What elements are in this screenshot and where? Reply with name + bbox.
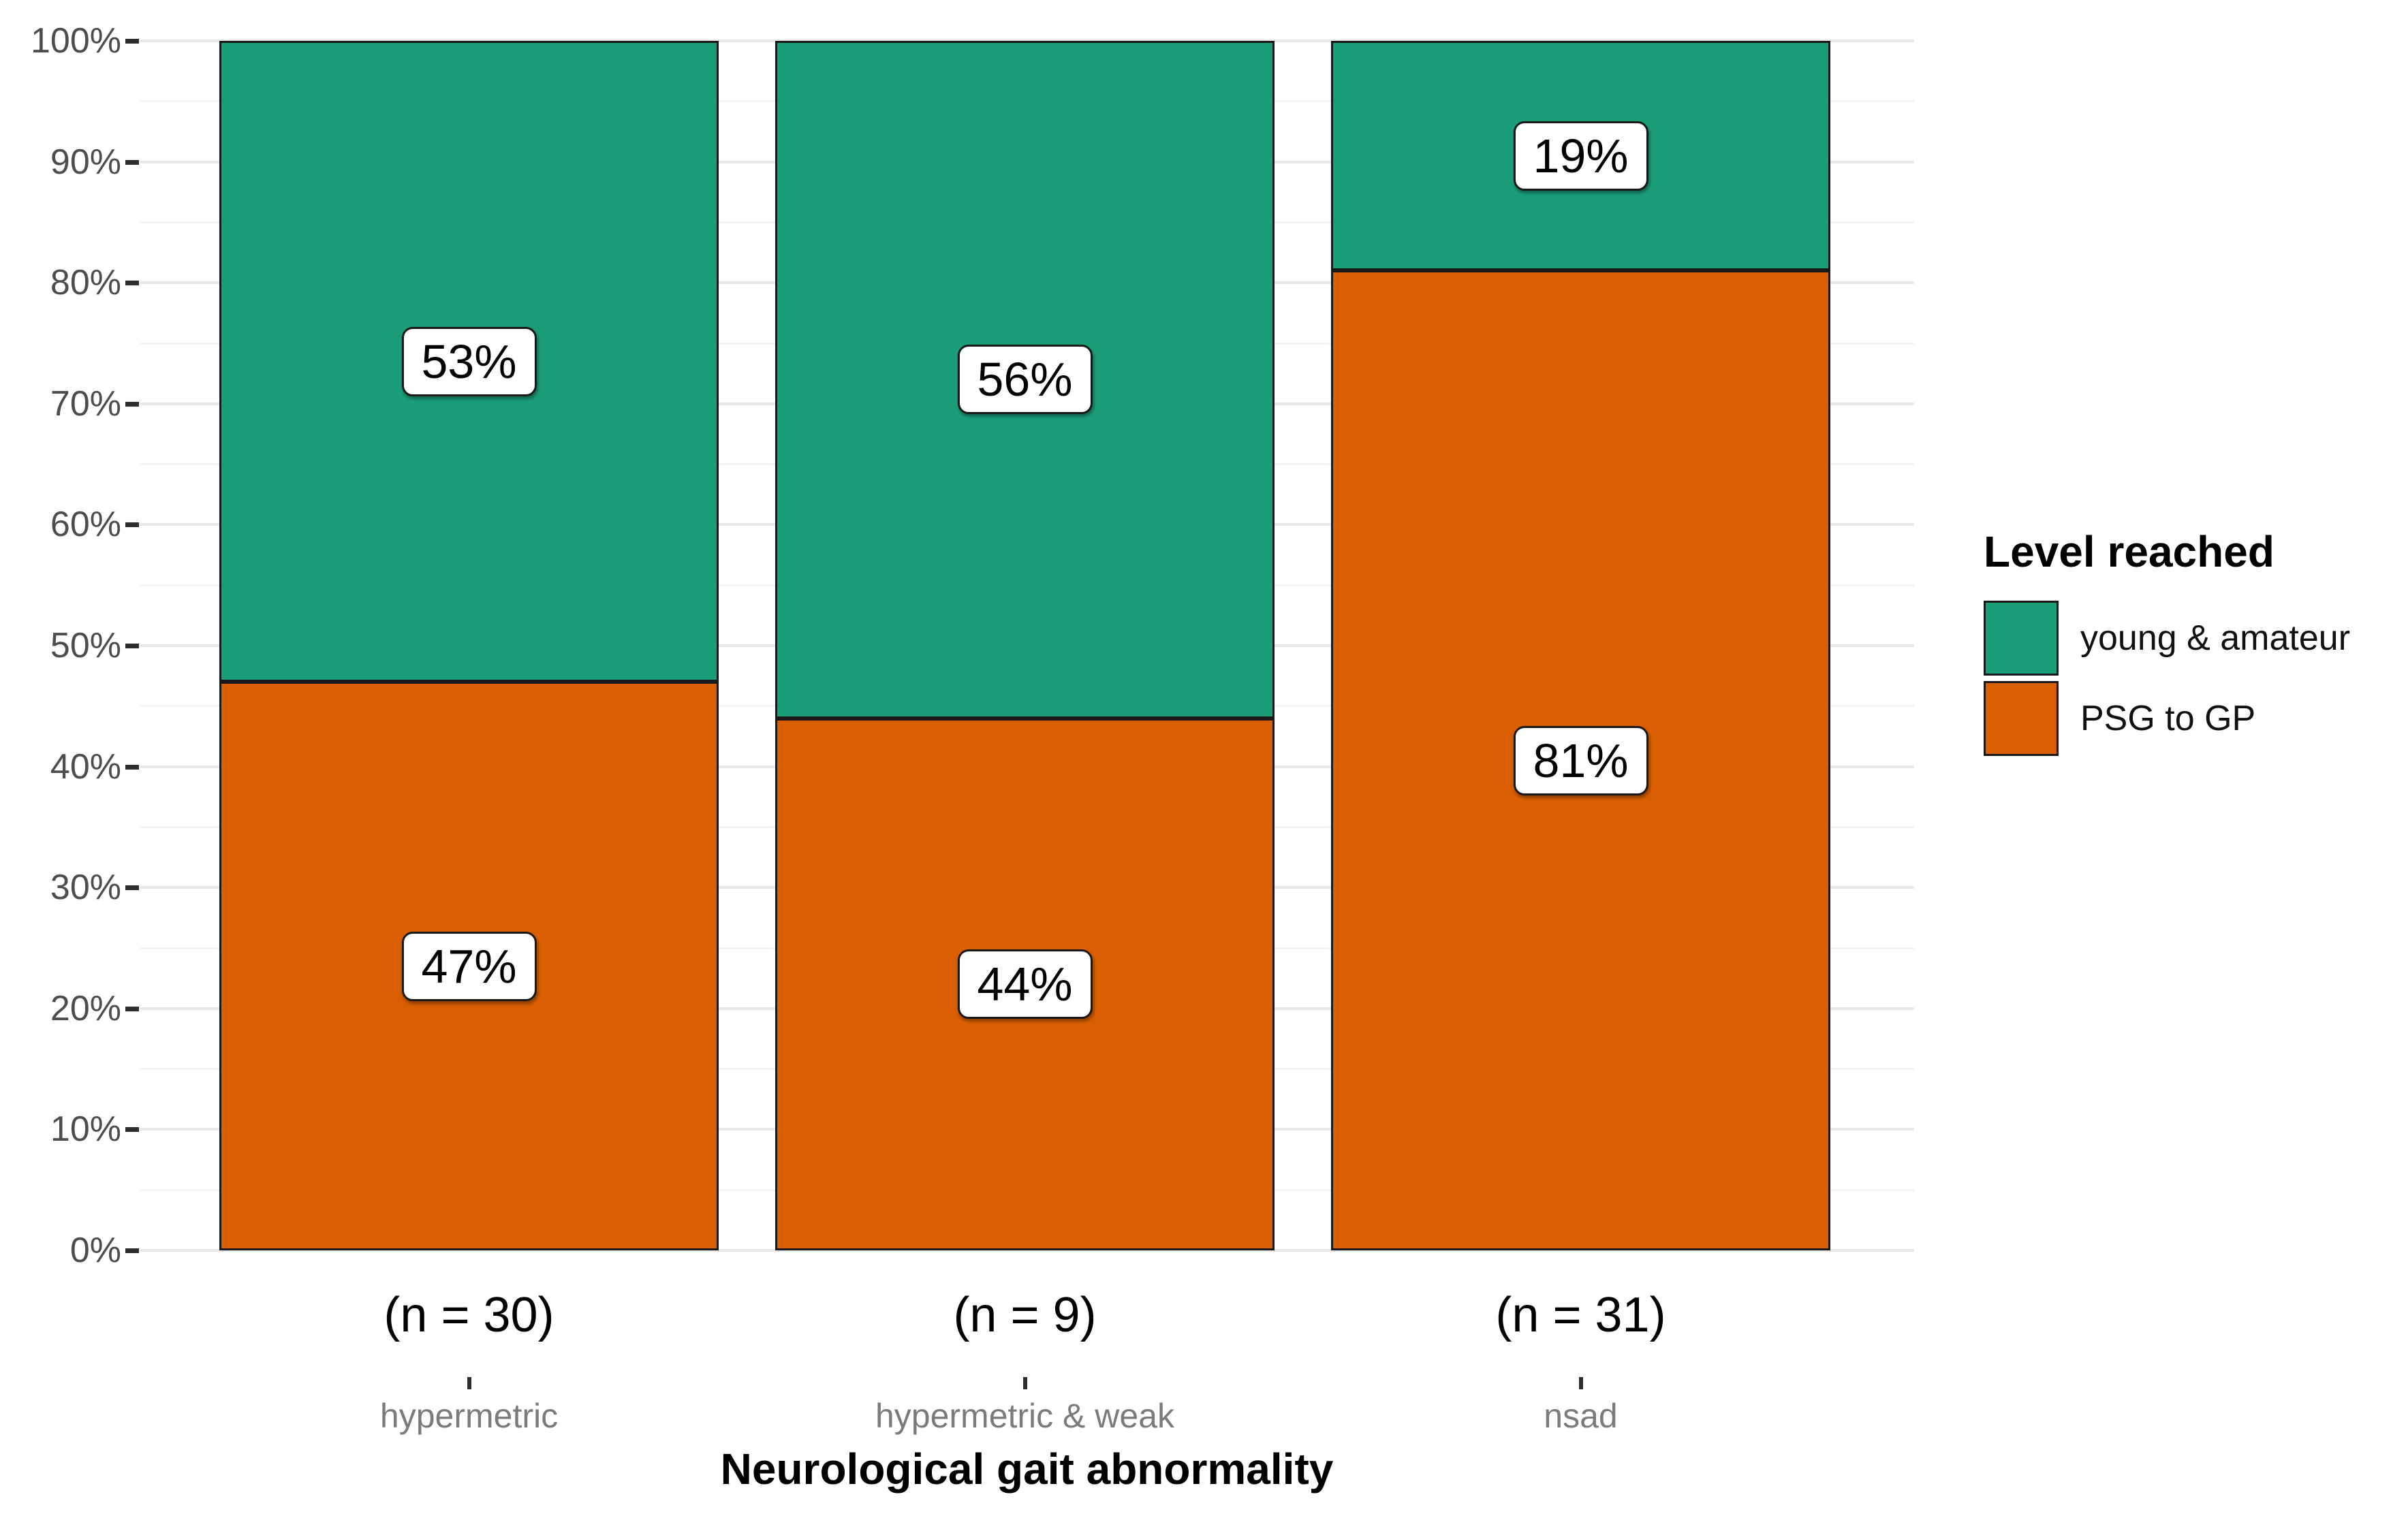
x-axis-title: Neurological gait abnormality (720, 1444, 1334, 1494)
bar-value-label: 47% (401, 931, 537, 1001)
y-axis-tick-label: 10% (50, 1109, 121, 1150)
x-axis-n-label: (n = 30) (384, 1288, 554, 1342)
y-axis: 0% 10% 20% 30% 40% 50% 60% 70% 80% 90% 100% (0, 21, 121, 1270)
y-axis-tick-label: 100% (31, 21, 121, 61)
x-axis-tick-mark (467, 1377, 471, 1389)
y-axis-tick-label: 40% (50, 746, 121, 787)
bar-hypermetric-weak: 44% 56% (775, 41, 1275, 1250)
y-axis-tick-mark (125, 764, 139, 770)
bar-hypermetric: 47% 53% (219, 41, 719, 1250)
plot-panel: 47% 53% 44% 56% 81% 19% (140, 40, 1914, 1252)
legend-entry: young & amateur (1984, 601, 2350, 676)
legend-entry-label: young & amateur (2080, 618, 2351, 658)
bar-nsad: 81% 19% (1331, 41, 1830, 1250)
y-axis-tick-label: 70% (50, 383, 121, 424)
y-axis-tick-mark (125, 1248, 139, 1253)
y-axis-tick-label: 30% (50, 868, 121, 908)
y-axis-ticks (125, 39, 139, 1253)
y-axis-tick-mark (125, 401, 139, 407)
x-axis-tick-mark (1022, 1377, 1027, 1389)
legend: Level reached young & amateur PSG to GP (1984, 526, 2350, 756)
bar-value-label: 56% (957, 345, 1093, 415)
y-axis-tick-mark (125, 885, 139, 891)
y-axis-tick-label: 20% (50, 988, 121, 1028)
legend-entries: young & amateur PSG to GP (1984, 601, 2350, 756)
x-axis-category-label: hypermetric & weak (875, 1397, 1175, 1435)
y-axis-tick-mark (125, 39, 139, 44)
y-axis-tick-label: 80% (50, 263, 121, 303)
x-axis-category-label: nsad (1544, 1397, 1618, 1435)
legend-title: Level reached (1984, 527, 2274, 576)
y-axis-tick-mark (125, 522, 139, 528)
y-axis-tick-mark (125, 1127, 139, 1133)
bar-value-label: 19% (1513, 121, 1648, 191)
bar-value-label: 53% (401, 326, 537, 396)
bar-value-label: 44% (957, 949, 1093, 1020)
y-gridline-major (140, 1249, 1914, 1252)
y-axis-tick-label: 0% (69, 1231, 121, 1270)
bar-value-label: 81% (1513, 725, 1648, 795)
legend-key-swatch (1984, 681, 2059, 756)
y-axis-tick-mark (125, 159, 139, 165)
y-gridline-major (140, 40, 1914, 42)
y-axis-tick-mark (125, 1006, 139, 1011)
y-axis-tick-label: 90% (50, 142, 121, 182)
x-axis: Neurological gait abnormality (n = 30) hy… (140, 1250, 1914, 1516)
x-axis-category-label: hypermetric (379, 1397, 559, 1435)
x-axis-tick-mark (1578, 1377, 1583, 1389)
y-axis-tick-mark (125, 644, 139, 648)
y-axis-tick-label: 50% (50, 626, 121, 665)
x-axis-n-label: (n = 31) (1495, 1288, 1666, 1342)
y-axis-tick-mark (125, 281, 139, 286)
legend-entry-label: PSG to GP (2080, 699, 2256, 738)
legend-key-swatch (1984, 601, 2059, 676)
x-axis-n-label: (n = 9) (953, 1288, 1097, 1342)
legend-entry: PSG to GP (1984, 681, 2350, 756)
y-axis-tick-label: 60% (50, 505, 121, 545)
